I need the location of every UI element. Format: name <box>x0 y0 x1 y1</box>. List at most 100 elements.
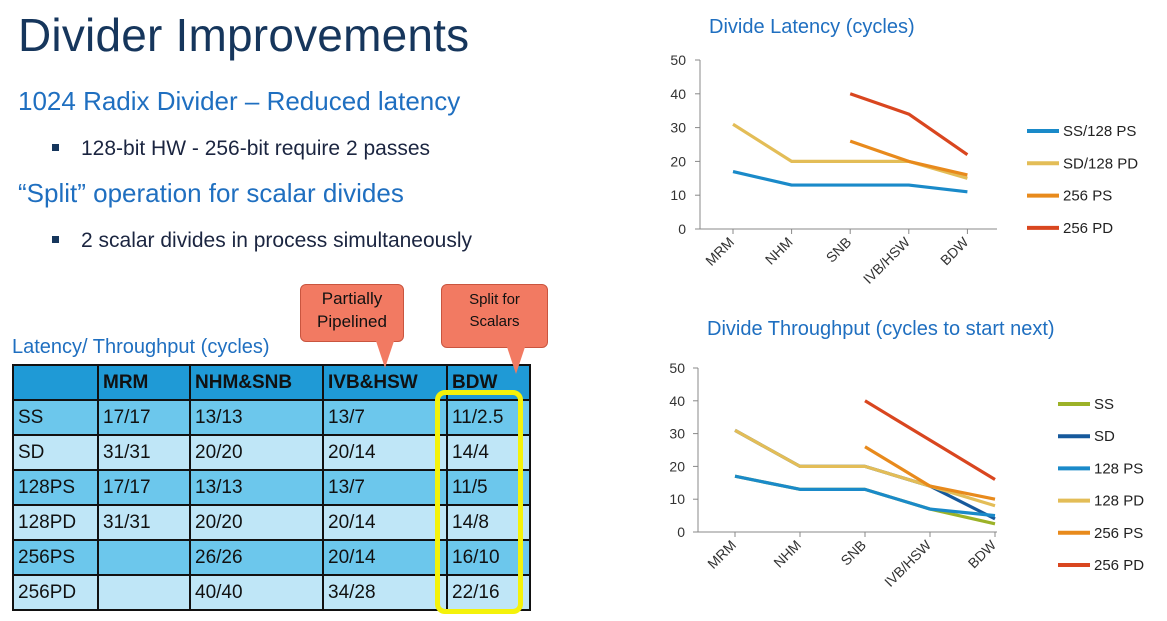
y-tick-label: 0 <box>678 221 686 237</box>
bullet-square-icon <box>52 235 59 243</box>
table-cell: 20/14 <box>322 434 448 471</box>
y-tick-label: 20 <box>670 153 686 169</box>
legend-label: 256 PS <box>1094 525 1143 542</box>
series-line-ss-128-ps <box>732 169 968 194</box>
subheading-radix-divider: 1024 Radix Divider – Reduced latency <box>18 86 461 116</box>
table-caption: Latency/ Throughput (cycles) <box>12 336 270 358</box>
callout-line: Split for <box>469 291 520 308</box>
y-tick-label: 10 <box>670 187 686 203</box>
row-label: 256PS <box>12 539 99 576</box>
table-cell: 31/31 <box>97 504 191 541</box>
table-cell: 31/31 <box>97 434 191 471</box>
legend-label: SS <box>1094 396 1114 413</box>
chart-title: Divide Throughput (cycles to start next) <box>707 318 1055 340</box>
table-cell: 13/13 <box>189 469 324 506</box>
table-cell: 17/17 <box>97 399 191 436</box>
legend-label: 128 PS <box>1094 460 1143 477</box>
x-tick-label: MRM <box>704 537 739 572</box>
table-cell: 13/7 <box>322 399 448 436</box>
table-cell: 20/20 <box>189 504 324 541</box>
bullet-text: 128-bit HW - 256-bit require 2 passes <box>81 137 430 160</box>
table-cell: 11/2.5 <box>446 399 531 436</box>
x-tick-label: IVB/HSW <box>881 536 935 590</box>
y-tick-label: 0 <box>677 524 685 540</box>
bdw-highlight-box <box>435 390 523 614</box>
callout-split-for-scalars: Split for Scalars <box>441 284 548 348</box>
callout-pointer <box>375 338 395 368</box>
table-cell: 11/5 <box>446 469 531 506</box>
callout-line: Pipelined <box>317 312 387 331</box>
x-tick-label: BDW <box>937 233 972 268</box>
legend-label: SD/128 PD <box>1063 155 1138 172</box>
header-cell: IVB&HSW <box>322 364 448 401</box>
y-tick-label: 40 <box>670 86 686 102</box>
header-cell: NHM&SNB <box>189 364 324 401</box>
legend-label: SD <box>1094 428 1115 445</box>
row-label: SS <box>12 399 99 436</box>
legend-label: SS/128 PS <box>1063 123 1136 140</box>
y-tick-label: 50 <box>669 360 685 376</box>
x-tick-label: MRM <box>702 234 737 269</box>
table-row: 256PS 26/26 20/14 16/10 <box>12 539 531 576</box>
table-cell: 34/28 <box>322 574 448 611</box>
series-line-sd-128-pd <box>732 122 968 180</box>
series-line-256-ps <box>849 139 968 177</box>
y-tick-label: 50 <box>670 52 686 68</box>
table-row: 128PD 31/31 20/20 20/14 14/8 <box>12 504 531 541</box>
y-tick-label: 30 <box>670 120 686 136</box>
chart-divide-latency: Divide Latency (cycles) 0 10 20 30 40 50 MRM NHM… <box>670 16 1138 287</box>
table-cell: 20/14 <box>322 539 448 576</box>
header-cell: MRM <box>97 364 191 401</box>
series-line-256-ps <box>864 445 996 501</box>
x-tick-label: SNB <box>823 234 855 266</box>
table-cell: 17/17 <box>97 469 191 506</box>
legend-label: 128 PD <box>1094 493 1144 510</box>
table-row: 128PS 17/17 13/13 13/7 11/5 <box>12 469 531 506</box>
header-cell <box>12 364 99 401</box>
latency-throughput-table: MRM NHM&SNB IVB&HSW BDW SS 17/17 13/13 1… <box>12 364 531 611</box>
x-tick-label: NHM <box>762 234 796 268</box>
slide-title: Divider Improvements <box>18 9 470 61</box>
chart-title: Divide Latency (cycles) <box>709 16 915 38</box>
series-line-128-pd <box>734 428 996 508</box>
table-cell: 16/10 <box>446 539 531 576</box>
table-row: SD 31/31 20/20 20/14 14/4 <box>12 434 531 471</box>
series-line-256-pd <box>849 92 969 156</box>
callout-line: Scalars <box>469 313 520 330</box>
table-cell: 14/4 <box>446 434 531 471</box>
callout-partially-pipelined: Partially Pipelined <box>300 284 404 342</box>
table-cell <box>97 574 191 611</box>
y-tick-label: 40 <box>669 393 685 409</box>
y-tick-label: 30 <box>669 426 685 442</box>
chart-divide-throughput: Divide Throughput (cycles to start next)… <box>669 318 1144 590</box>
table-cell: 20/14 <box>322 504 448 541</box>
series-line-sd <box>734 428 996 521</box>
bullet-scalar-divides: 2 scalar divides in process simultaneous… <box>52 229 472 253</box>
bullet-square-icon <box>52 143 59 151</box>
table-cell: 13/7 <box>322 469 448 506</box>
subheading-split-operation: “Split” operation for scalar divides <box>18 178 404 208</box>
legend-label: 256 PD <box>1094 557 1144 574</box>
table-cell: 20/20 <box>189 434 324 471</box>
table-cell: 40/40 <box>189 574 324 611</box>
y-tick-label: 10 <box>669 491 685 507</box>
x-tick-label: SNB <box>837 537 869 569</box>
table-cell: 14/8 <box>446 504 531 541</box>
table-row: 256PD 40/40 34/28 22/16 <box>12 574 531 611</box>
x-tick-label: IVB/HSW <box>860 233 914 287</box>
callout-line: Partially <box>321 289 383 308</box>
table-cell: 26/26 <box>189 539 324 576</box>
row-label: SD <box>12 434 99 471</box>
table-cell <box>97 539 191 576</box>
x-tick-label: BDW <box>965 536 1000 571</box>
legend-label: 256 PS <box>1063 188 1112 205</box>
series-line-128-ps <box>734 474 996 518</box>
row-label: 128PS <box>12 469 99 506</box>
row-label: 128PD <box>12 504 99 541</box>
callout-pointer <box>506 344 526 374</box>
bullet-text: 2 scalar divides in process simultaneous… <box>81 229 473 252</box>
series-line-256-pd <box>864 399 996 481</box>
row-label: 256PD <box>12 574 99 611</box>
bullet-128bit-hw: 128-bit HW - 256-bit require 2 passes <box>52 137 430 161</box>
